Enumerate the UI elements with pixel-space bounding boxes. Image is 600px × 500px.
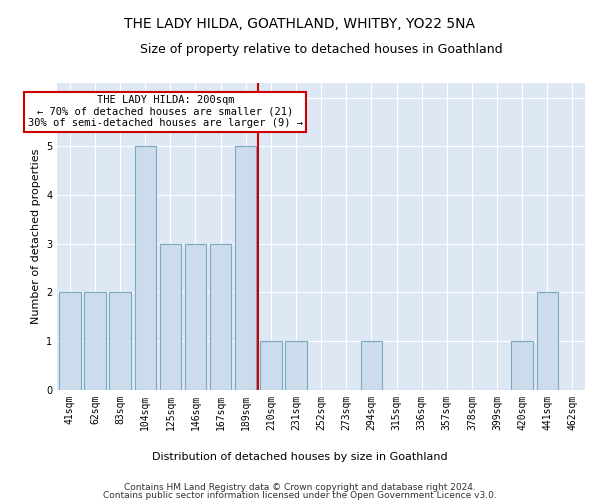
- Text: THE LADY HILDA, GOATHLAND, WHITBY, YO22 5NA: THE LADY HILDA, GOATHLAND, WHITBY, YO22 …: [125, 18, 476, 32]
- Bar: [260, 341, 281, 390]
- Y-axis label: Number of detached properties: Number of detached properties: [31, 149, 41, 324]
- Bar: [134, 146, 156, 390]
- Bar: [59, 292, 80, 390]
- Text: Distribution of detached houses by size in Goathland: Distribution of detached houses by size …: [152, 452, 448, 462]
- Bar: [84, 292, 106, 390]
- Bar: [210, 244, 232, 390]
- Text: Contains public sector information licensed under the Open Government Licence v3: Contains public sector information licen…: [103, 492, 497, 500]
- Bar: [235, 146, 256, 390]
- Bar: [286, 341, 307, 390]
- Bar: [536, 292, 558, 390]
- Bar: [185, 244, 206, 390]
- Title: Size of property relative to detached houses in Goathland: Size of property relative to detached ho…: [140, 42, 502, 56]
- Bar: [109, 292, 131, 390]
- Text: Contains HM Land Registry data © Crown copyright and database right 2024.: Contains HM Land Registry data © Crown c…: [124, 483, 476, 492]
- Bar: [361, 341, 382, 390]
- Bar: [160, 244, 181, 390]
- Text: THE LADY HILDA: 200sqm
← 70% of detached houses are smaller (21)
30% of semi-det: THE LADY HILDA: 200sqm ← 70% of detached…: [28, 95, 303, 128]
- Bar: [511, 341, 533, 390]
